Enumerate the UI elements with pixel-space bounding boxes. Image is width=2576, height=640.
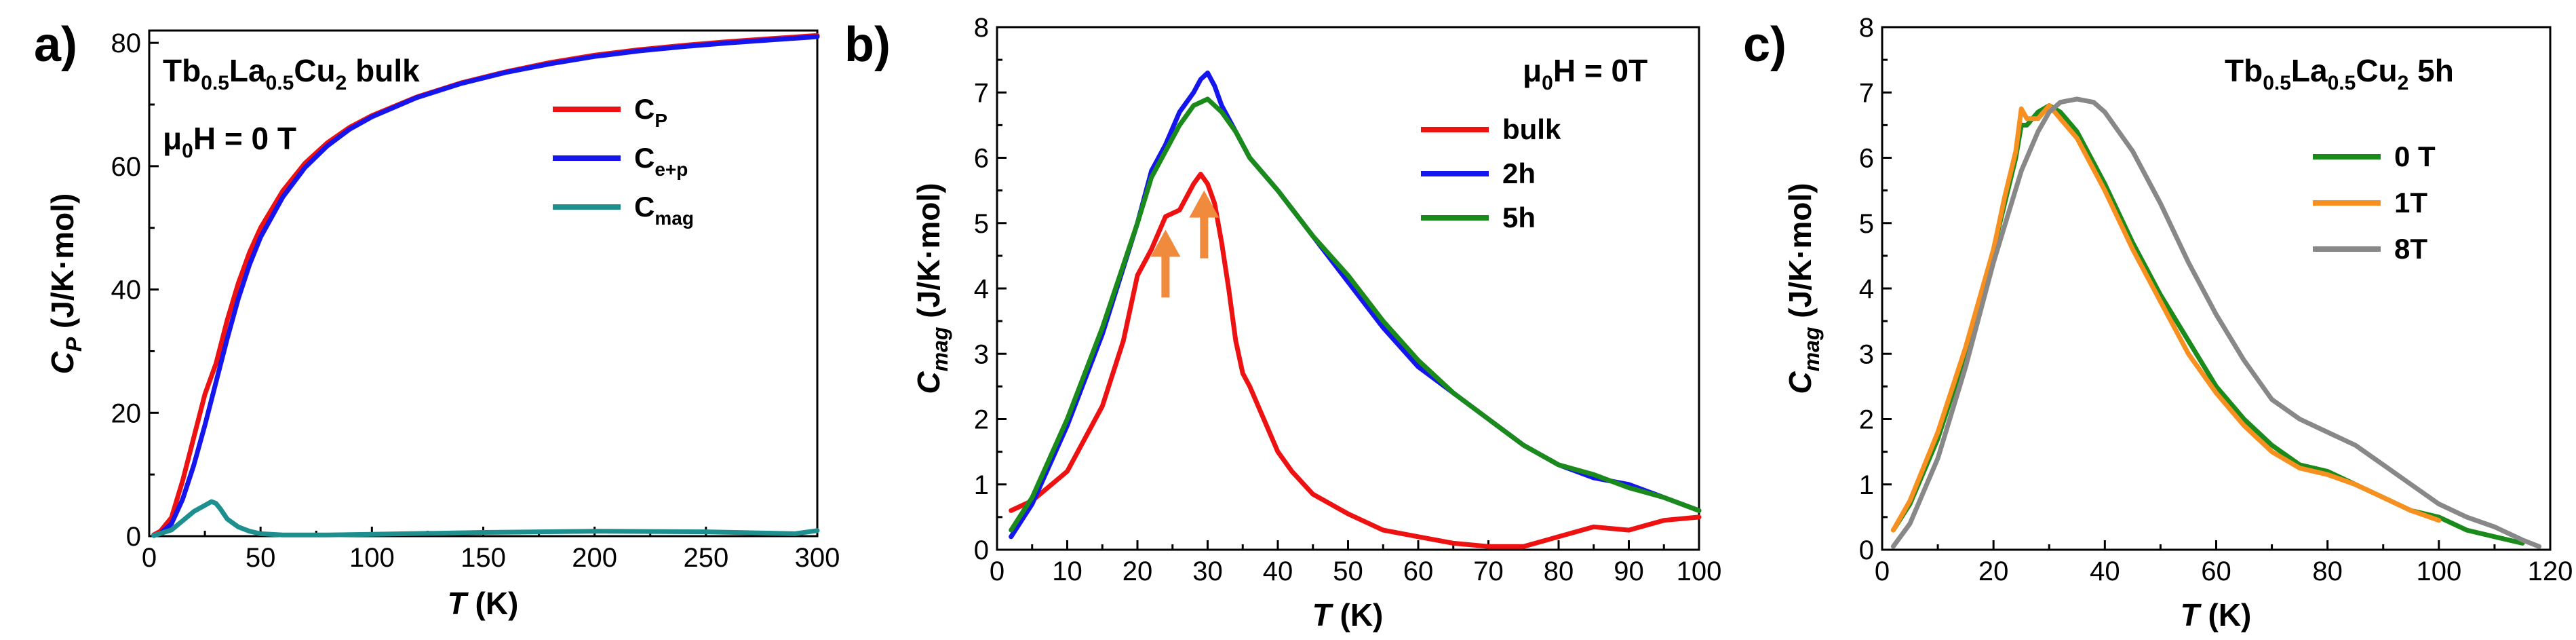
x-tick-label: 100: [349, 543, 395, 573]
y-tick-label: 7: [1859, 78, 1874, 108]
series-line-c-mag: [151, 499, 820, 538]
panel-c: c) 0 20 40 60 80 100 120 0 1 2 3 4 5 6 7 8 Tb0.5La0.5C…: [1743, 13, 2573, 633]
x-tick-label: 300: [795, 543, 840, 573]
y-tick-label: 2: [974, 405, 989, 435]
x-tick-label: 70: [1473, 557, 1504, 586]
y-tick-label: 60: [111, 152, 142, 182]
y-tick-label: 1: [974, 470, 989, 500]
panel-b-xlabel: T (K): [1312, 597, 1384, 633]
y-tick-label: 0: [1859, 535, 1874, 565]
x-tick-label: 20: [1978, 557, 2009, 586]
x-tick-label: 50: [246, 543, 276, 573]
x-tick-label: 120: [2528, 557, 2573, 586]
y-tick-label: 6: [1859, 144, 1874, 174]
panel-c-xlabel: T (K): [2181, 597, 2252, 633]
legend-label: 8T: [2394, 233, 2427, 265]
panel-a-field-label: μ0H = 0 T: [163, 121, 296, 162]
panel-b-field-label: μ0H = 0T: [1523, 53, 1647, 94]
panel-c-ylabel: Cmag (J/K·mol): [1782, 183, 1824, 394]
x-tick-label: 150: [461, 543, 506, 573]
y-tick-label: 1: [1859, 470, 1874, 500]
x-tick-label: 80: [2312, 557, 2343, 586]
panel-b: b) 0 10 20 30 40 50 60 70 80 90 100 0 1 2 3 4 5 6 7 8 μ0H …: [844, 13, 1721, 633]
x-tick-label: 40: [2090, 557, 2120, 586]
y-tick-label: 40: [111, 276, 142, 305]
panel-a-ylabel: CP (J/K·mol): [45, 193, 86, 375]
series-line-8t: [1890, 96, 2542, 549]
y-tick-label: 5: [974, 209, 989, 239]
legend-label: Cmag: [634, 191, 694, 229]
legend-label: 5h: [1502, 202, 1536, 233]
x-tick-label: 100: [2416, 557, 2461, 586]
legend-label: 2h: [1502, 157, 1536, 189]
panel-b-label: b): [844, 18, 891, 72]
x-tick-label: 200: [572, 543, 617, 573]
y-tick-label: 0: [126, 522, 141, 552]
panel-c-label: c): [1743, 18, 1787, 72]
panel-c-title: Tb0.5La0.5Cu2 5h: [2225, 53, 2454, 94]
y-tick-label: 5: [1859, 209, 1874, 239]
x-tick-label: 100: [1677, 557, 1722, 586]
series-line-5h: [1009, 96, 1702, 533]
series-line-c-P: [151, 33, 820, 538]
legend-label: bulk: [1502, 113, 1561, 145]
x-tick-label: 60: [1403, 557, 1434, 586]
x-tick-label: 250: [683, 543, 728, 573]
series-line-bulk: [1009, 172, 1702, 549]
legend-label: CP: [634, 93, 667, 131]
panel-a-label: a): [34, 18, 77, 72]
panel-a-xlabel: T (K): [448, 586, 519, 621]
y-tick-label: 4: [974, 274, 989, 304]
y-tick-label: 8: [1859, 13, 1874, 43]
y-tick-label: 2: [1859, 405, 1874, 435]
x-tick-label: 40: [1263, 557, 1293, 586]
y-tick-label: 20: [111, 398, 142, 428]
panel-a-title: Tb0.5La0.5Cu2 bulk: [163, 53, 420, 94]
panel-b-ylabel: Cmag (J/K·mol): [911, 183, 952, 394]
x-tick-label: 0: [990, 557, 1004, 586]
series-line-2h: [1009, 70, 1702, 540]
y-tick-label: 0: [974, 535, 989, 565]
panel-a: a) 0 50 100 150 200 250 300 0 20 40 60 80 Tb0.5La0…: [34, 18, 840, 621]
series-line-1t: [1890, 103, 2442, 533]
y-tick-label: 6: [974, 144, 989, 174]
x-tick-label: 50: [1333, 557, 1363, 586]
arrow-up-icon: [1150, 229, 1181, 257]
panel-a-frame: [148, 29, 819, 538]
x-tick-label: 60: [2201, 557, 2231, 586]
x-tick-label: 30: [1192, 557, 1223, 586]
y-tick-label: 3: [1859, 339, 1874, 369]
x-tick-label: 0: [142, 543, 157, 573]
legend-label: Ce+p: [634, 142, 688, 180]
y-tick-label: 8: [974, 13, 989, 43]
y-tick-label: 4: [1859, 274, 1874, 304]
x-tick-label: 80: [1544, 557, 1574, 586]
x-tick-label: 0: [1875, 557, 1890, 586]
legend-label: 0 T: [2394, 140, 2436, 172]
x-tick-label: 20: [1123, 557, 1153, 586]
x-tick-label: 10: [1052, 557, 1082, 586]
y-tick-label: 3: [974, 339, 989, 369]
panel-b-frame: [996, 26, 1700, 551]
legend-label: 1T: [2394, 187, 2427, 219]
y-tick-label: 80: [111, 29, 142, 58]
series-line-c-epp: [151, 34, 820, 538]
x-tick-label: 90: [1614, 557, 1644, 586]
y-tick-label: 7: [974, 78, 989, 108]
arrow-up-icon: [1189, 190, 1219, 218]
